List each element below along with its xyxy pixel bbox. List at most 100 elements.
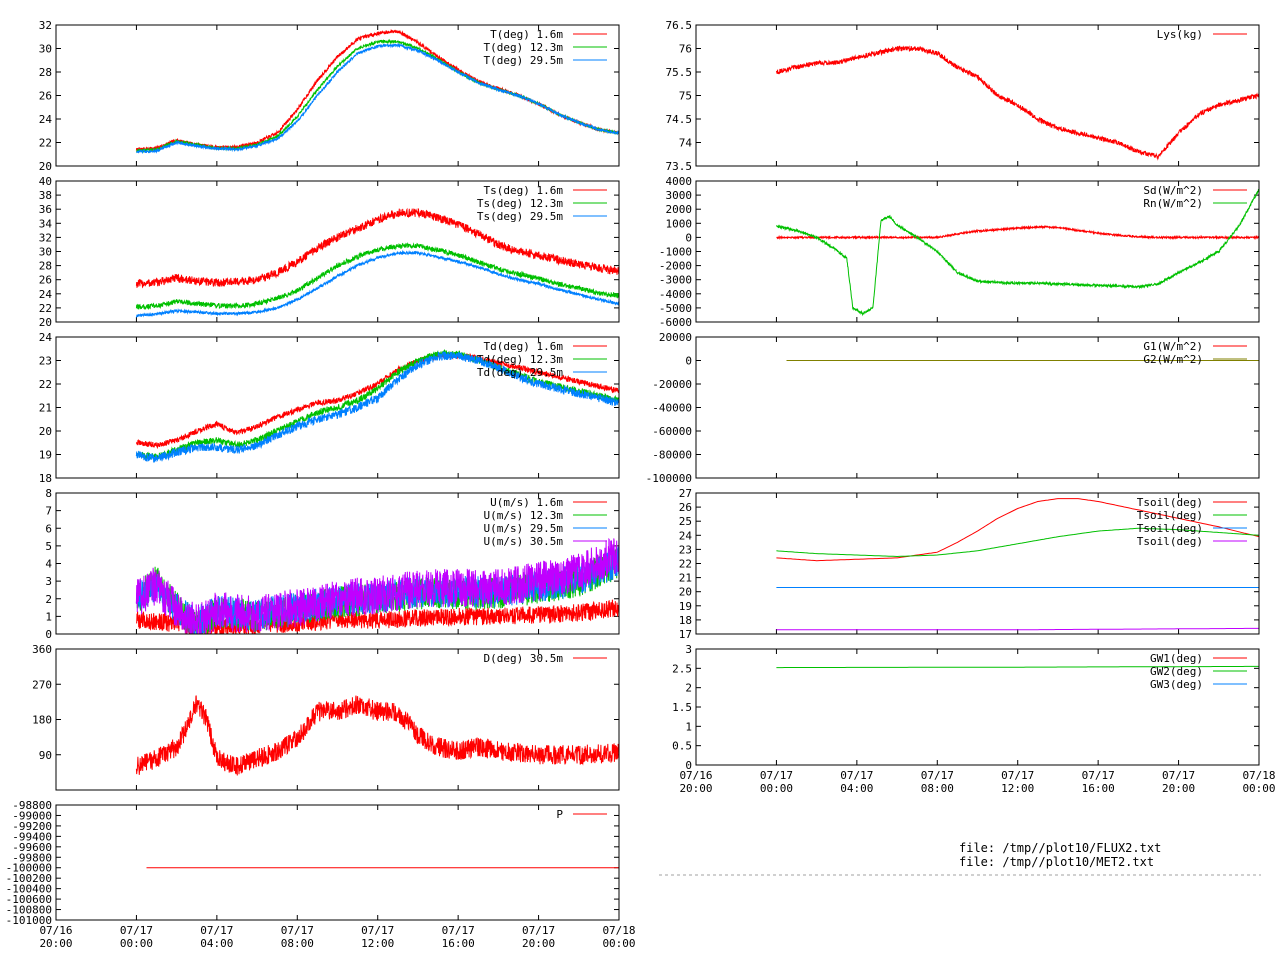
x-tick-label: 07/16	[39, 924, 72, 937]
x-tick-label: 20:00	[1162, 782, 1195, 795]
y-tick-label: 38	[39, 189, 52, 202]
y-tick-label: 6	[45, 522, 52, 535]
legend-label: Tsoil(deg)	[1137, 535, 1203, 548]
x-tick-label: 12:00	[1001, 782, 1034, 795]
y-tick-label: 2000	[666, 203, 693, 216]
y-tick-label: 26	[679, 501, 692, 514]
y-tick-label: 0.5	[672, 740, 692, 753]
y-tick-label: 32	[39, 231, 52, 244]
legend-label: Tsoil(deg)	[1137, 496, 1203, 509]
lysimeter-chart: 73.5 74 74.5 75 75.5 76 76.5 Lys(kg)	[666, 19, 1260, 173]
y-tick-label: 1	[45, 610, 52, 623]
y-tick-label: 76	[679, 43, 692, 56]
legend-label: U(m/s) 30.5m	[484, 535, 564, 548]
y-tick-label: 2	[45, 593, 52, 606]
x-tick-label: 07/17	[840, 769, 873, 782]
y-tick-label: 24	[39, 331, 53, 344]
y-tick-label: 23	[679, 543, 692, 556]
y-tick-label: 26	[39, 90, 52, 103]
y-tick-label: 4000	[666, 175, 693, 188]
x-tick-label: 07/17	[921, 769, 954, 782]
legend-label: Lys(kg)	[1157, 28, 1203, 41]
y-tick-label: 5	[45, 540, 52, 553]
y-tick-label: 34	[39, 217, 53, 230]
y-tick-label: 74.5	[666, 113, 693, 126]
y-tick-label: 24	[679, 529, 693, 542]
x-tick-label: 20:00	[522, 937, 555, 950]
file-line-met: file: /tmp//plot10/MET2.txt	[959, 855, 1154, 869]
x-tick-label: 07/17	[760, 769, 793, 782]
y-tick-label: 25	[679, 515, 692, 528]
x-tick-label: 20:00	[39, 937, 72, 950]
y-tick-label: -5000	[659, 302, 692, 315]
y-tick-label: 1	[685, 720, 692, 733]
x-tick-label: 08:00	[281, 937, 314, 950]
y-tick-label: 22	[39, 378, 52, 391]
legend-label: GW1(deg)	[1150, 652, 1203, 665]
y-tick-label: 90	[39, 749, 52, 762]
x-tick-label: 07/17	[200, 924, 233, 937]
x-tick-label: 07/18	[602, 924, 635, 937]
y-tick-label: -40000	[652, 402, 692, 415]
y-tick-label: 27	[679, 487, 692, 500]
y-tick-label: 1.5	[672, 701, 692, 714]
plot-frame	[696, 25, 1259, 166]
x-tick-label: 04:00	[840, 782, 873, 795]
x-tick-label: 07/17	[1001, 769, 1034, 782]
y-tick-label: -20000	[652, 378, 692, 391]
y-tick-label: 36	[39, 203, 52, 216]
y-tick-label: 75	[679, 90, 692, 103]
y-tick-label: 73.5	[666, 160, 693, 173]
y-tick-label: 20000	[659, 331, 692, 344]
y-tick-label: 75.5	[666, 66, 693, 79]
ground-heat-flux-chart: -100000 -80000 -60000 -40000 -20000 0 20000 G1(…	[646, 331, 1259, 485]
x-tick-label: 07/17	[522, 924, 555, 937]
x-tick-label: 07/18	[1242, 769, 1275, 782]
y-tick-label: -1000	[659, 246, 692, 259]
y-tick-label: 22	[679, 558, 692, 571]
x-tick-label: 16:00	[1082, 782, 1115, 795]
legend-label: Tsoil(deg)	[1137, 509, 1203, 522]
y-tick-label: -60000	[652, 425, 692, 438]
x-tick-label: 12:00	[361, 937, 394, 950]
y-tick-label: -80000	[652, 449, 692, 462]
legend-label: Sd(W/m^2)	[1143, 184, 1203, 197]
x-tick-label: 00:00	[760, 782, 793, 795]
y-tick-label: -100000	[646, 472, 692, 485]
y-tick-label: -2000	[659, 260, 692, 273]
y-tick-label: 21	[679, 572, 692, 585]
legend-label: G2(W/m^2)	[1143, 353, 1203, 366]
y-tick-label: 20	[39, 316, 52, 329]
y-tick-label: 30	[39, 246, 52, 259]
y-tick-label: 76.5	[666, 19, 693, 32]
series-line	[136, 696, 619, 776]
x-tick-label: 00:00	[602, 937, 635, 950]
y-tick-label: 40	[39, 175, 52, 188]
x-tick-label: 20:00	[679, 782, 712, 795]
wind-direction-chart: 90 180 270 360 D(deg) 30.5m	[32, 643, 619, 790]
y-tick-label: 8	[45, 487, 52, 500]
legend-label: U(m/s) 1.6m	[490, 496, 563, 509]
sonic-temperature-chart: 2022242628303234363840Ts(deg) 1.6mTs(deg…	[39, 175, 619, 329]
y-tick-label: 18	[39, 472, 52, 485]
y-tick-label: 28	[39, 260, 52, 273]
x-tick-label: 07/17	[1082, 769, 1115, 782]
legend-label: Ts(deg) 1.6m	[484, 184, 564, 197]
y-tick-label: 23	[39, 355, 52, 368]
plot-frame	[56, 805, 619, 920]
series-line	[776, 46, 1259, 159]
y-tick-label: -6000	[659, 316, 692, 329]
y-tick-label: -4000	[659, 288, 692, 301]
x-tick-label: 00:00	[120, 937, 153, 950]
air-temperature-chart: 20 22 24 26 28 30 32 T(deg) 1.6mT(deg) 12.3mT(d…	[39, 19, 619, 173]
legend-label: GW3(deg)	[1150, 678, 1203, 691]
y-tick-label: 24	[39, 113, 53, 126]
legend-label: U(m/s) 29.5m	[484, 522, 564, 535]
y-tick-label: 20	[39, 160, 52, 173]
y-tick-label: -3000	[659, 274, 692, 287]
y-tick-label: 0	[45, 628, 52, 641]
legend-label: Ts(deg) 12.3m	[477, 197, 563, 210]
legend-label: GW2(deg)	[1150, 665, 1203, 678]
y-tick-label: 22	[39, 302, 52, 315]
y-tick-label: 4	[45, 558, 52, 571]
